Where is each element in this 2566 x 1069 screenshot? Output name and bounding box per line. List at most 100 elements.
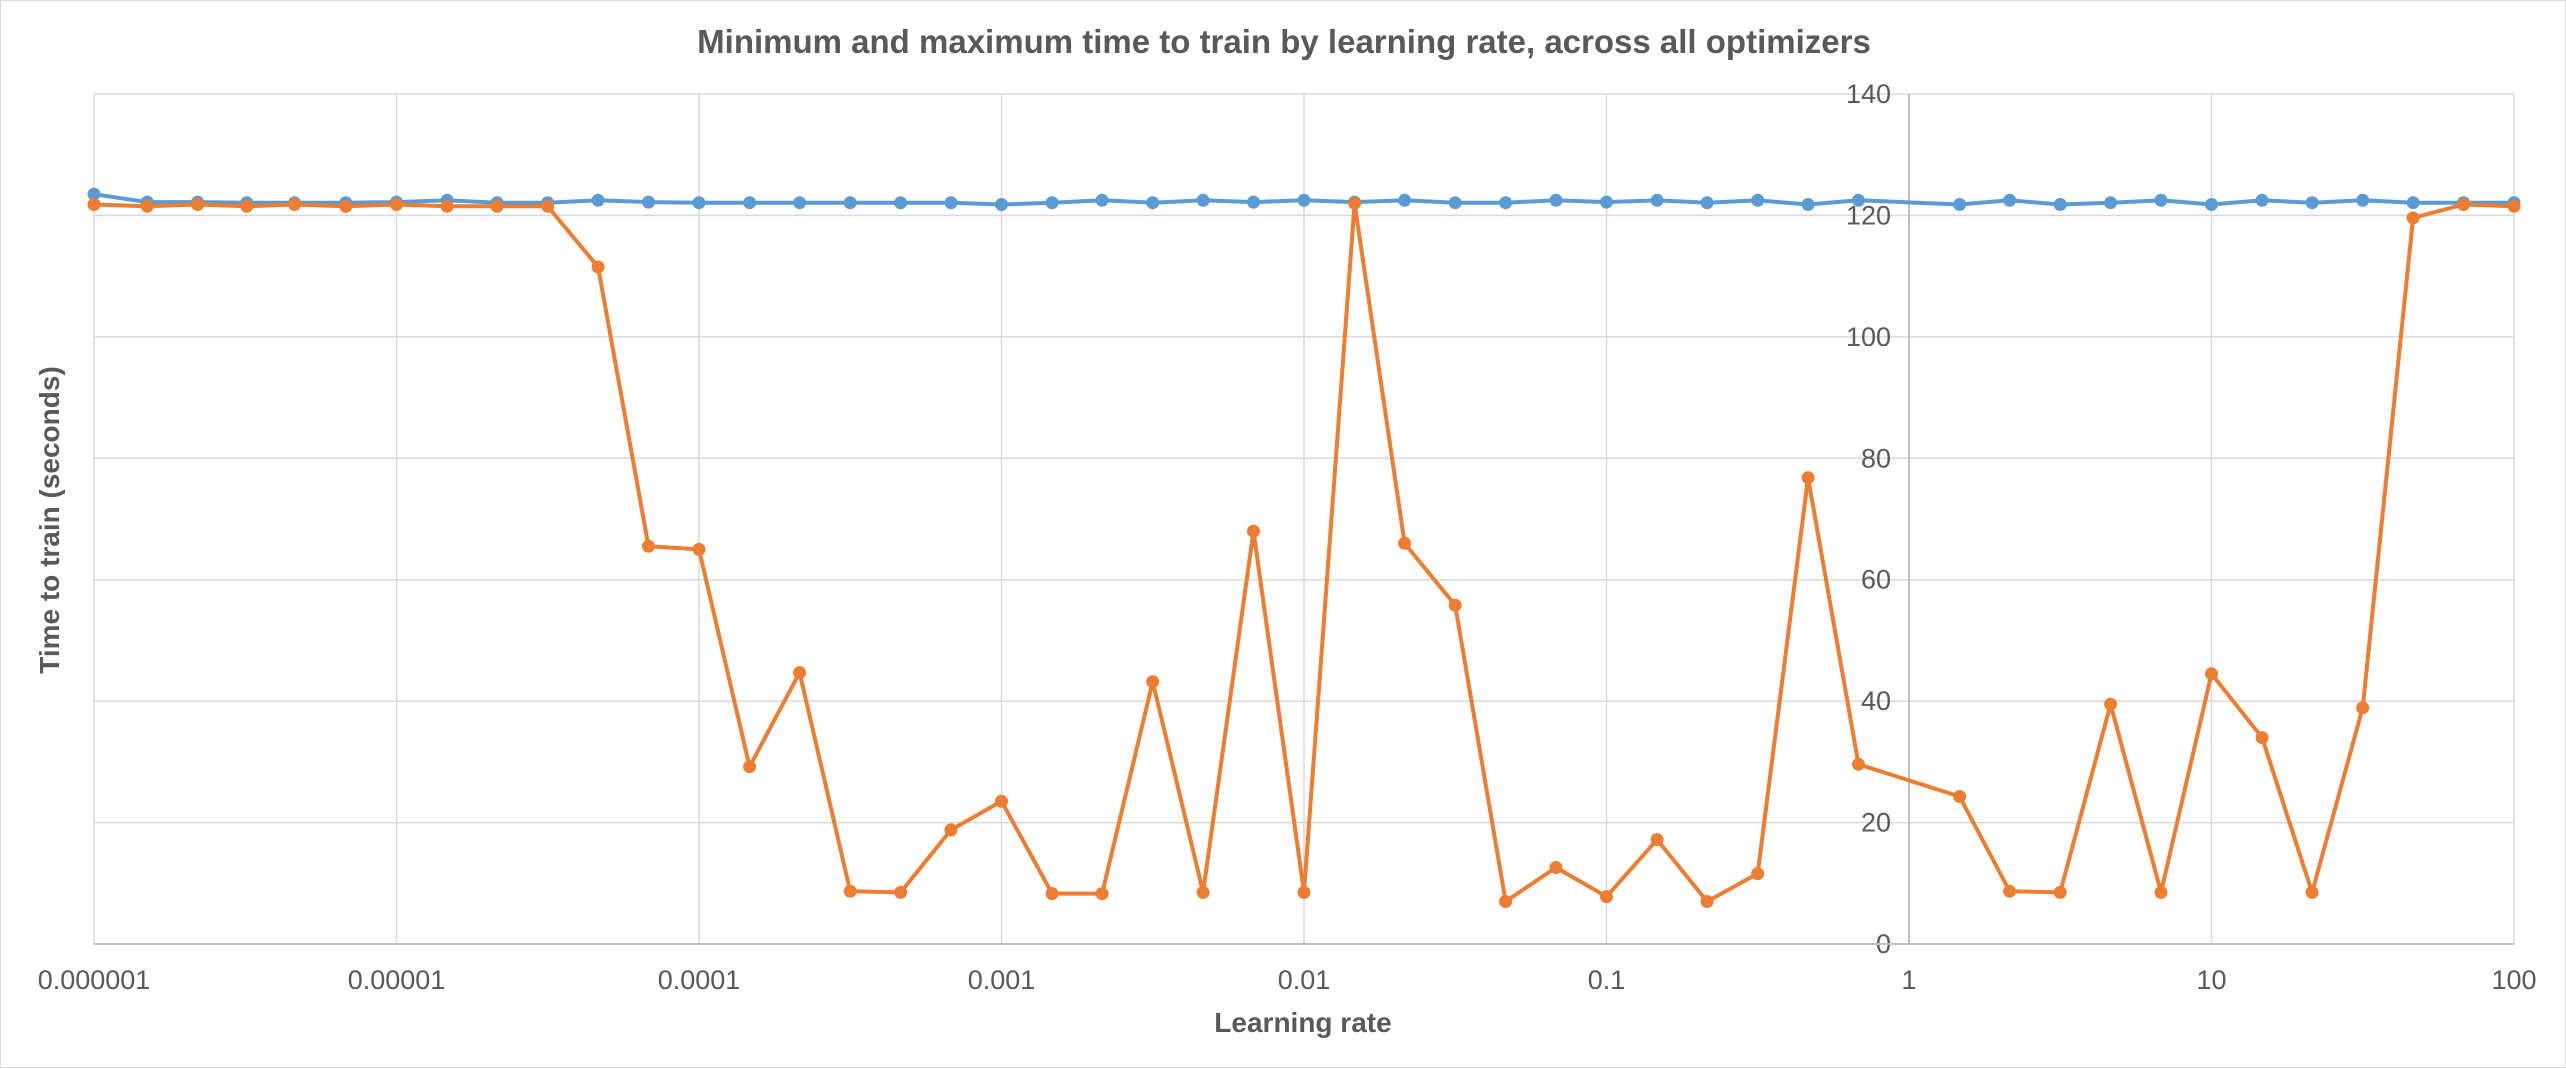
data-point [2053,198,2067,211]
data-point [2406,211,2420,225]
data-point [1398,536,1412,550]
data-point [339,199,353,213]
data-point [1549,861,1563,874]
data-point [1650,193,1664,207]
y-tick-label: 40 [1861,686,1891,716]
data-point [2053,885,2067,899]
data-point [1751,193,1765,207]
data-point [2255,193,2269,207]
data-point [1953,790,1967,803]
y-tick-label: 140 [1846,79,1891,109]
x-tick-label: 0.1 [1588,965,1626,995]
series-2 [87,196,2521,908]
series-line [93,192,2514,207]
data-point [1549,193,1563,207]
data-point [1095,887,1109,901]
data-point [843,884,857,898]
data-point [1700,196,1714,210]
data-point [390,198,403,211]
x-tick-label: 0.001 [968,965,1036,995]
y-tick-label: 80 [1861,443,1891,473]
data-point [793,196,807,210]
x-tick-label: 10 [2196,965,2226,995]
data-point [1600,195,1613,209]
data-point [1196,885,1210,899]
data-point [1146,675,1160,689]
x-axis-title: Learning rate [1214,1007,1391,1038]
data-point [2305,885,2319,899]
series-1 [87,187,2521,211]
data-point [995,198,1008,211]
data-point [843,196,857,210]
data-point [2154,193,2168,207]
data-point [2003,884,2017,898]
data-point [692,542,706,556]
data-point [642,195,655,209]
data-point [1801,198,1815,211]
data-point [1852,757,1865,771]
y-tick-label: 120 [1846,200,1891,230]
data-point [240,199,254,213]
x-tick-label: 0.0001 [658,965,741,995]
data-point [995,794,1008,808]
data-point [1448,598,1462,612]
data-point [2305,196,2319,210]
data-point [1801,471,1815,485]
data-point [591,193,605,207]
y-tick-label: 100 [1846,322,1891,352]
data-point [1095,193,1109,207]
data-point [692,196,706,210]
data-point [1953,198,1967,211]
x-tick-label: 0.01 [1278,965,1331,995]
data-point [2205,667,2218,681]
data-point [2104,196,2118,210]
data-point [1700,895,1714,908]
data-point [793,666,807,680]
x-tick-label: 0.000001 [38,965,151,995]
data-point [1852,193,1865,207]
data-point [1045,196,1059,210]
data-point [1751,867,1765,881]
series-layer [87,187,2521,908]
data-point [1247,195,1260,209]
data-point [1196,193,1210,207]
data-point [2457,198,2470,211]
data-point [140,199,154,213]
data-point [1297,193,1311,207]
data-point [2003,193,2017,207]
gridlines [93,93,2515,944]
data-point [1398,193,1412,207]
data-point [2356,193,2370,207]
data-point [894,885,908,899]
y-tick-label: 60 [1861,565,1891,595]
data-point [440,199,454,213]
data-point [1448,196,1462,210]
x-tick-label: 100 [2491,965,2536,995]
data-point [2255,731,2269,745]
data-point [894,196,908,210]
data-point [87,187,101,201]
series-line [93,201,2515,904]
data-point [743,196,757,210]
data-point [591,260,605,274]
data-point [2406,196,2420,210]
data-point [288,198,301,211]
data-point [2104,697,2118,711]
data-point [1499,196,1513,210]
data-point [1499,895,1513,908]
y-axis-title: Time to train (seconds) [34,366,65,674]
chart-title: Minimum and maximum time to train by lea… [697,23,1871,60]
data-point [1348,196,1362,210]
data-point [1247,524,1260,538]
data-point [1045,887,1059,901]
data-point [1146,196,1160,210]
x-tick-label: 1 [1901,965,1916,995]
data-point [191,198,205,211]
data-point [2154,885,2168,899]
data-point [944,823,958,837]
data-point [490,199,504,213]
data-point [2507,199,2521,213]
data-point [2205,198,2218,211]
